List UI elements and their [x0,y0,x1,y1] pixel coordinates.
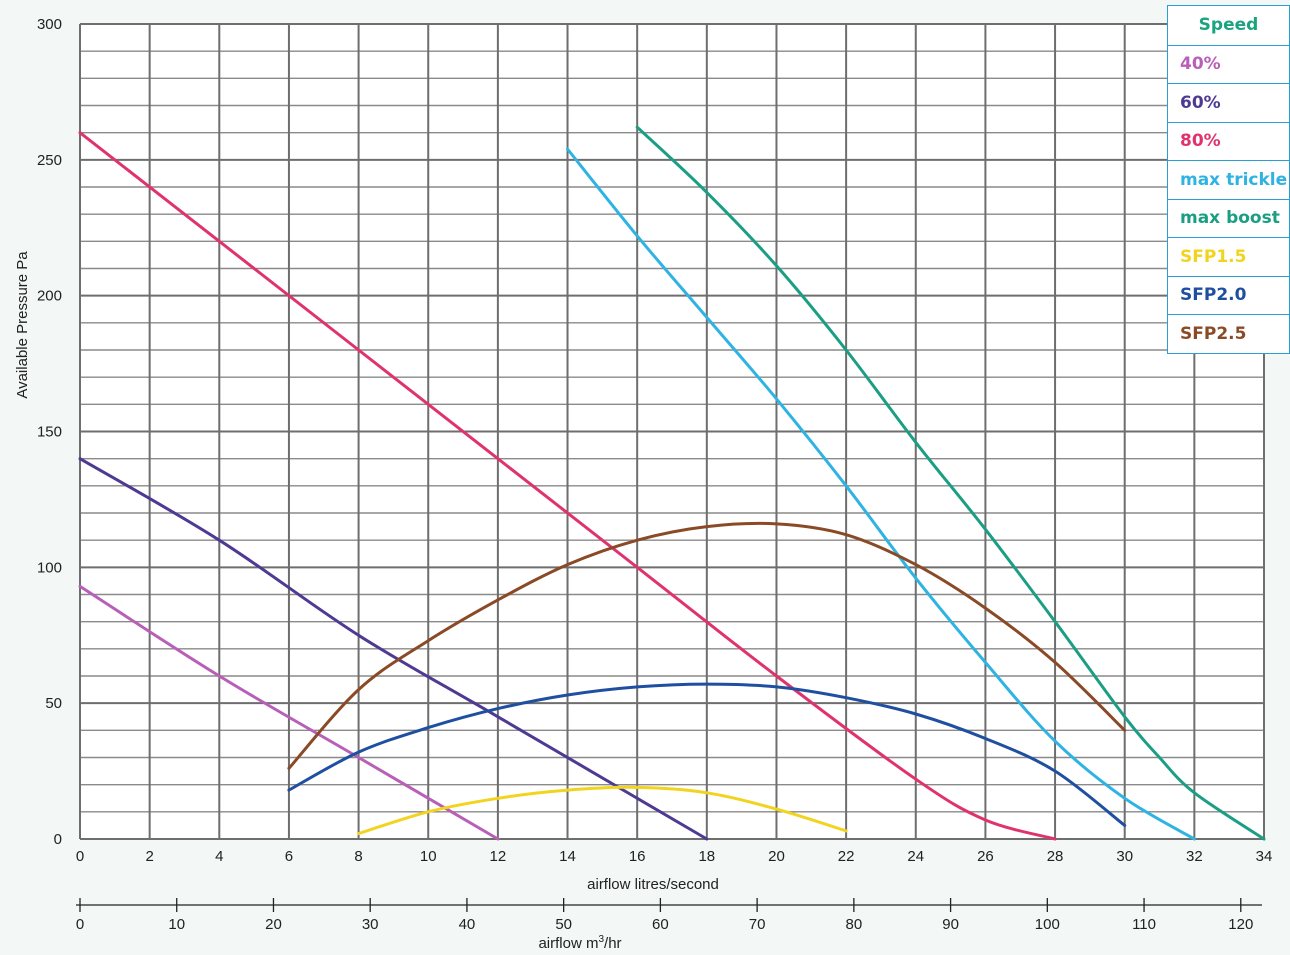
x-tick-label: 4 [215,848,223,865]
y-tick-label: 250 [37,152,62,169]
superscript-3: 3 [598,934,604,945]
secondary-x-axis: 0 10 20 30 40 50 60 70 80 90 100 110 120 [76,898,1262,933]
secondary-tick-label: 0 [76,916,84,933]
x-tick-label: 28 [1047,848,1064,865]
series-line-60 [78,457,709,841]
x-tick-label: 10 [420,848,437,865]
x-tick-label: 8 [354,848,362,865]
y-axis-label: Available Pressure Pa [14,251,31,399]
legend-item-60: 60% [1168,83,1289,122]
x-tick-label: 34 [1256,848,1273,865]
x-tick-label: 14 [559,848,576,865]
legend-item-sfp2-0: SFP2.0 [1168,275,1289,315]
series-line-sfp2-0 [287,682,1127,827]
x-tick-label: 30 [1116,848,1133,865]
secondary-tick-label: 70 [749,916,766,933]
legend-item-40: 40% [1168,44,1289,84]
y-tick-label: 300 [37,16,62,33]
legend: Speed 40% 60% 80% max trickle max boost … [1167,5,1290,354]
secondary-tick-label: 40 [459,916,476,933]
y-tick-label: 50 [45,695,62,712]
x-tick-label: 16 [629,848,646,865]
secondary-tick-label: 30 [362,916,379,933]
x-tick-label: 18 [698,848,715,865]
series-lines [78,125,1266,841]
secondary-tick-label: 120 [1228,916,1253,933]
secondary-tick-label: 90 [942,916,959,933]
y-tick-label: 0 [54,831,62,848]
secondary-tick-label: 10 [168,916,185,933]
x-tick-label: 20 [768,848,785,865]
series-line-sfp2-5 [287,521,1127,770]
legend-item-80: 80% [1168,121,1289,161]
series-line-40 [78,584,500,841]
x-axis-ticks: 0 2 4 6 8 10 12 14 16 18 20 22 24 26 28 30 32 34 [76,848,1273,865]
secondary-tick-label: 20 [265,916,282,933]
x-tick-label: 26 [977,848,994,865]
series-line-max-trickle [566,147,1196,841]
secondary-tick-label: 60 [652,916,669,933]
secondary-tick-label: 50 [555,916,572,933]
x-tick-label: 0 [76,848,84,865]
legend-item-max-trickle: max trickle [1168,160,1289,199]
y-tick-label: 200 [37,288,62,305]
legend-item-sfp2-5: SFP2.5 [1168,314,1289,353]
x-tick-label: 2 [145,848,153,865]
series-line-max-boost [635,125,1266,841]
x-tick-label: 12 [490,848,507,865]
series-line-80 [78,131,1057,841]
legend-item-sfp1-5: SFP1.5 [1168,237,1289,276]
secondary-tick-label: 110 [1132,916,1156,933]
x-tick-label: 6 [285,848,293,865]
legend-title: Speed [1198,15,1259,36]
y-tick-label: 150 [37,424,62,441]
x-tick-label: 32 [1186,848,1203,865]
x-axis-label: airflow litres/second [587,876,719,893]
y-axis-ticks: 0 50 100 150 200 250 300 [37,16,62,848]
legend-item-max-boost: max boost [1168,198,1289,238]
x-tick-label: 24 [907,848,924,865]
secondary-tick-label: 80 [846,916,863,933]
secondary-x-axis-label: airflow m3/hr [538,934,621,952]
secondary-x-axis-ticks: 0 10 20 30 40 50 60 70 80 90 100 110 120 [76,898,1253,933]
x-tick-label: 22 [838,848,855,865]
series-line-sfp1-5 [357,785,848,836]
secondary-tick-label: 100 [1035,916,1060,933]
y-tick-label: 100 [37,559,62,576]
